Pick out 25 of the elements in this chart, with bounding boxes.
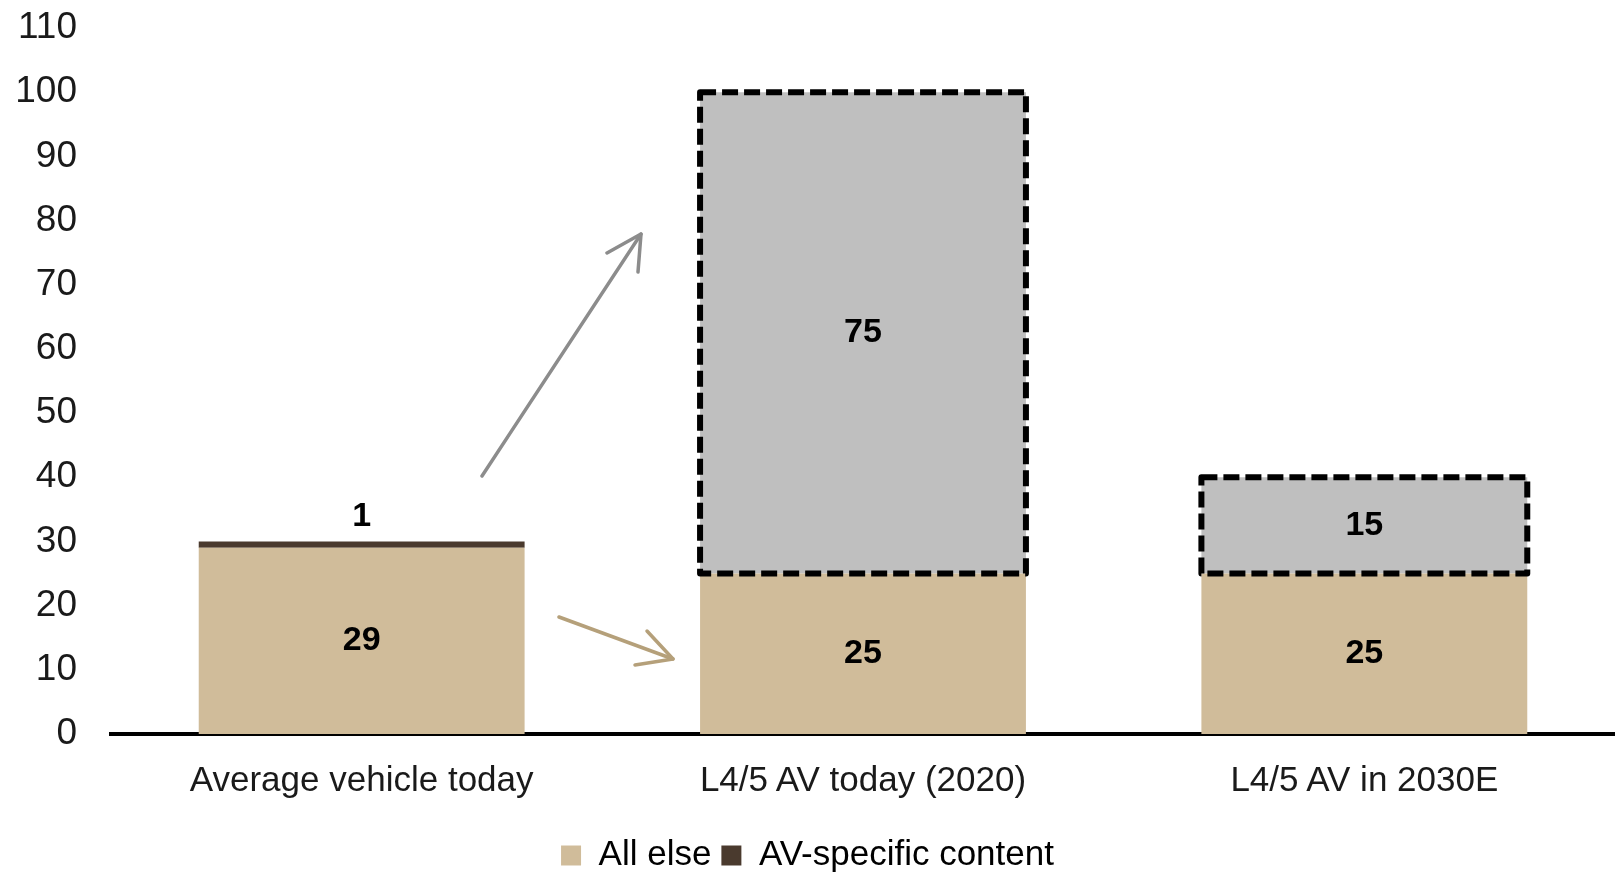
y-tick-label: 70 <box>35 261 77 303</box>
data-label: 75 <box>844 311 882 350</box>
y-tick-label: 110 <box>18 5 77 47</box>
y-tick-label: 90 <box>35 133 77 175</box>
x-tick-label: Average vehicle today <box>189 758 535 798</box>
legend-label: AV-specific content <box>758 833 1055 873</box>
x-tick-label: L4/5 AV in 2030E <box>1230 758 1499 798</box>
y-tick-label: 10 <box>35 647 77 689</box>
data-label: 29 <box>342 619 381 658</box>
y-tick-label: 40 <box>35 454 77 496</box>
data-label: 1 <box>352 494 372 533</box>
y-tick-label: 50 <box>35 390 77 432</box>
data-label: 15 <box>1345 503 1384 542</box>
y-tick-label: 30 <box>35 518 77 560</box>
y-tick-label: 0 <box>56 711 77 753</box>
y-tick-label: 100 <box>15 69 77 111</box>
y-tick-label: 20 <box>35 582 77 624</box>
x-tick-label: L4/5 AV today (2020) <box>699 758 1027 798</box>
legend-label: All else <box>598 833 712 873</box>
y-tick-label: 80 <box>35 197 77 239</box>
data-label: 25 <box>844 632 882 671</box>
bar <box>198 547 525 734</box>
data-label: 25 <box>1345 632 1384 671</box>
bar <box>198 541 525 548</box>
y-tick-label: 60 <box>35 326 77 368</box>
